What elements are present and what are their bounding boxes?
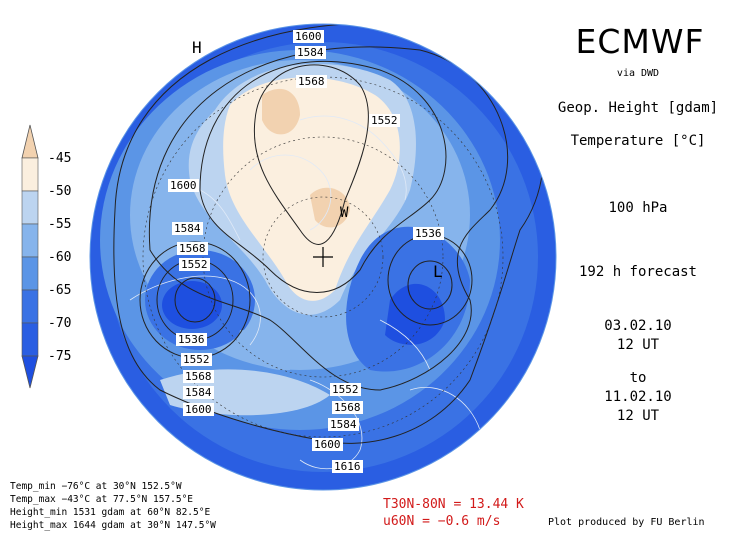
pressure-level: 100 hPa: [608, 200, 668, 216]
contour-label: 1600: [293, 30, 324, 43]
pole-marker: [313, 247, 333, 267]
contour-label: 1616: [332, 460, 363, 473]
colorbar-label: -65: [48, 283, 72, 298]
contour-label: 1552: [369, 114, 400, 127]
contour-label: 1600: [312, 438, 343, 451]
high-pressure-marker: H: [192, 38, 202, 57]
contour-label: 1584: [183, 386, 214, 399]
contour-label: 1568: [332, 401, 363, 414]
colorbar-label: -45: [48, 151, 72, 166]
valid-date: 11.02.10: [604, 389, 672, 405]
contour-label: 1600: [168, 179, 199, 192]
contour-label: 1600: [183, 403, 214, 416]
globe-edge: [89, 23, 557, 491]
contour-label: 1568: [177, 242, 208, 255]
source-label: via DWD: [616, 68, 660, 79]
contour-label: 1584: [328, 418, 359, 431]
colorbar-label: -75: [48, 349, 72, 364]
contour-label: 1584: [172, 222, 203, 235]
forecast-range: 192 h forecast: [578, 264, 697, 280]
colorbar-label: -50: [48, 184, 72, 199]
contour-label: 1568: [296, 75, 327, 88]
contour-label: 1568: [183, 370, 214, 383]
contour-label: 1552: [179, 258, 210, 271]
contour-label: 1536: [413, 227, 444, 240]
contour-label: 1552: [181, 353, 212, 366]
credit-label: Plot produced by FU Berlin: [548, 517, 705, 528]
variable-geopotential: Geop. Height [gdam]: [557, 100, 719, 116]
colorbar-label: -70: [48, 316, 72, 331]
temperature-field: [90, 24, 556, 490]
stat-temp-max: Temp_max −43°C at 77.5°N 157.5°E: [10, 494, 194, 505]
temp-gradient-index: T30N-80N = 13.44 K: [383, 497, 524, 512]
stat-height-min: Height_min 1531 gdam at 60°N 82.5°E: [10, 507, 211, 518]
stat-height-max: Height_max 1644 gdam at 30°N 147.5°W: [10, 520, 216, 531]
model-title: ECMWF: [575, 22, 705, 61]
grid-lines: [142, 76, 504, 438]
contour-label: 1536: [176, 333, 207, 346]
valid-time: 12 UT: [616, 408, 660, 424]
variable-temperature: Temperature [°C]: [570, 133, 706, 149]
zonal-wind-index: u60N = −0.6 m/s: [383, 514, 501, 529]
coastlines: [129, 115, 481, 469]
low-pressure-marker: L: [433, 262, 443, 281]
colorbar-label: -60: [48, 250, 72, 265]
to-label: to: [629, 370, 647, 386]
height-contours: [113, 24, 544, 444]
init-date: 03.02.10: [604, 318, 672, 334]
colorbar-label: -55: [48, 217, 72, 232]
init-time: 12 UT: [616, 337, 660, 353]
stat-temp-min: Temp_min −76°C at 30°N 152.5°W: [10, 481, 182, 492]
colorbar: [21, 124, 39, 389]
contour-label: 1584: [295, 46, 326, 59]
contour-label: 1552: [330, 383, 361, 396]
warm-marker: W: [340, 205, 349, 221]
